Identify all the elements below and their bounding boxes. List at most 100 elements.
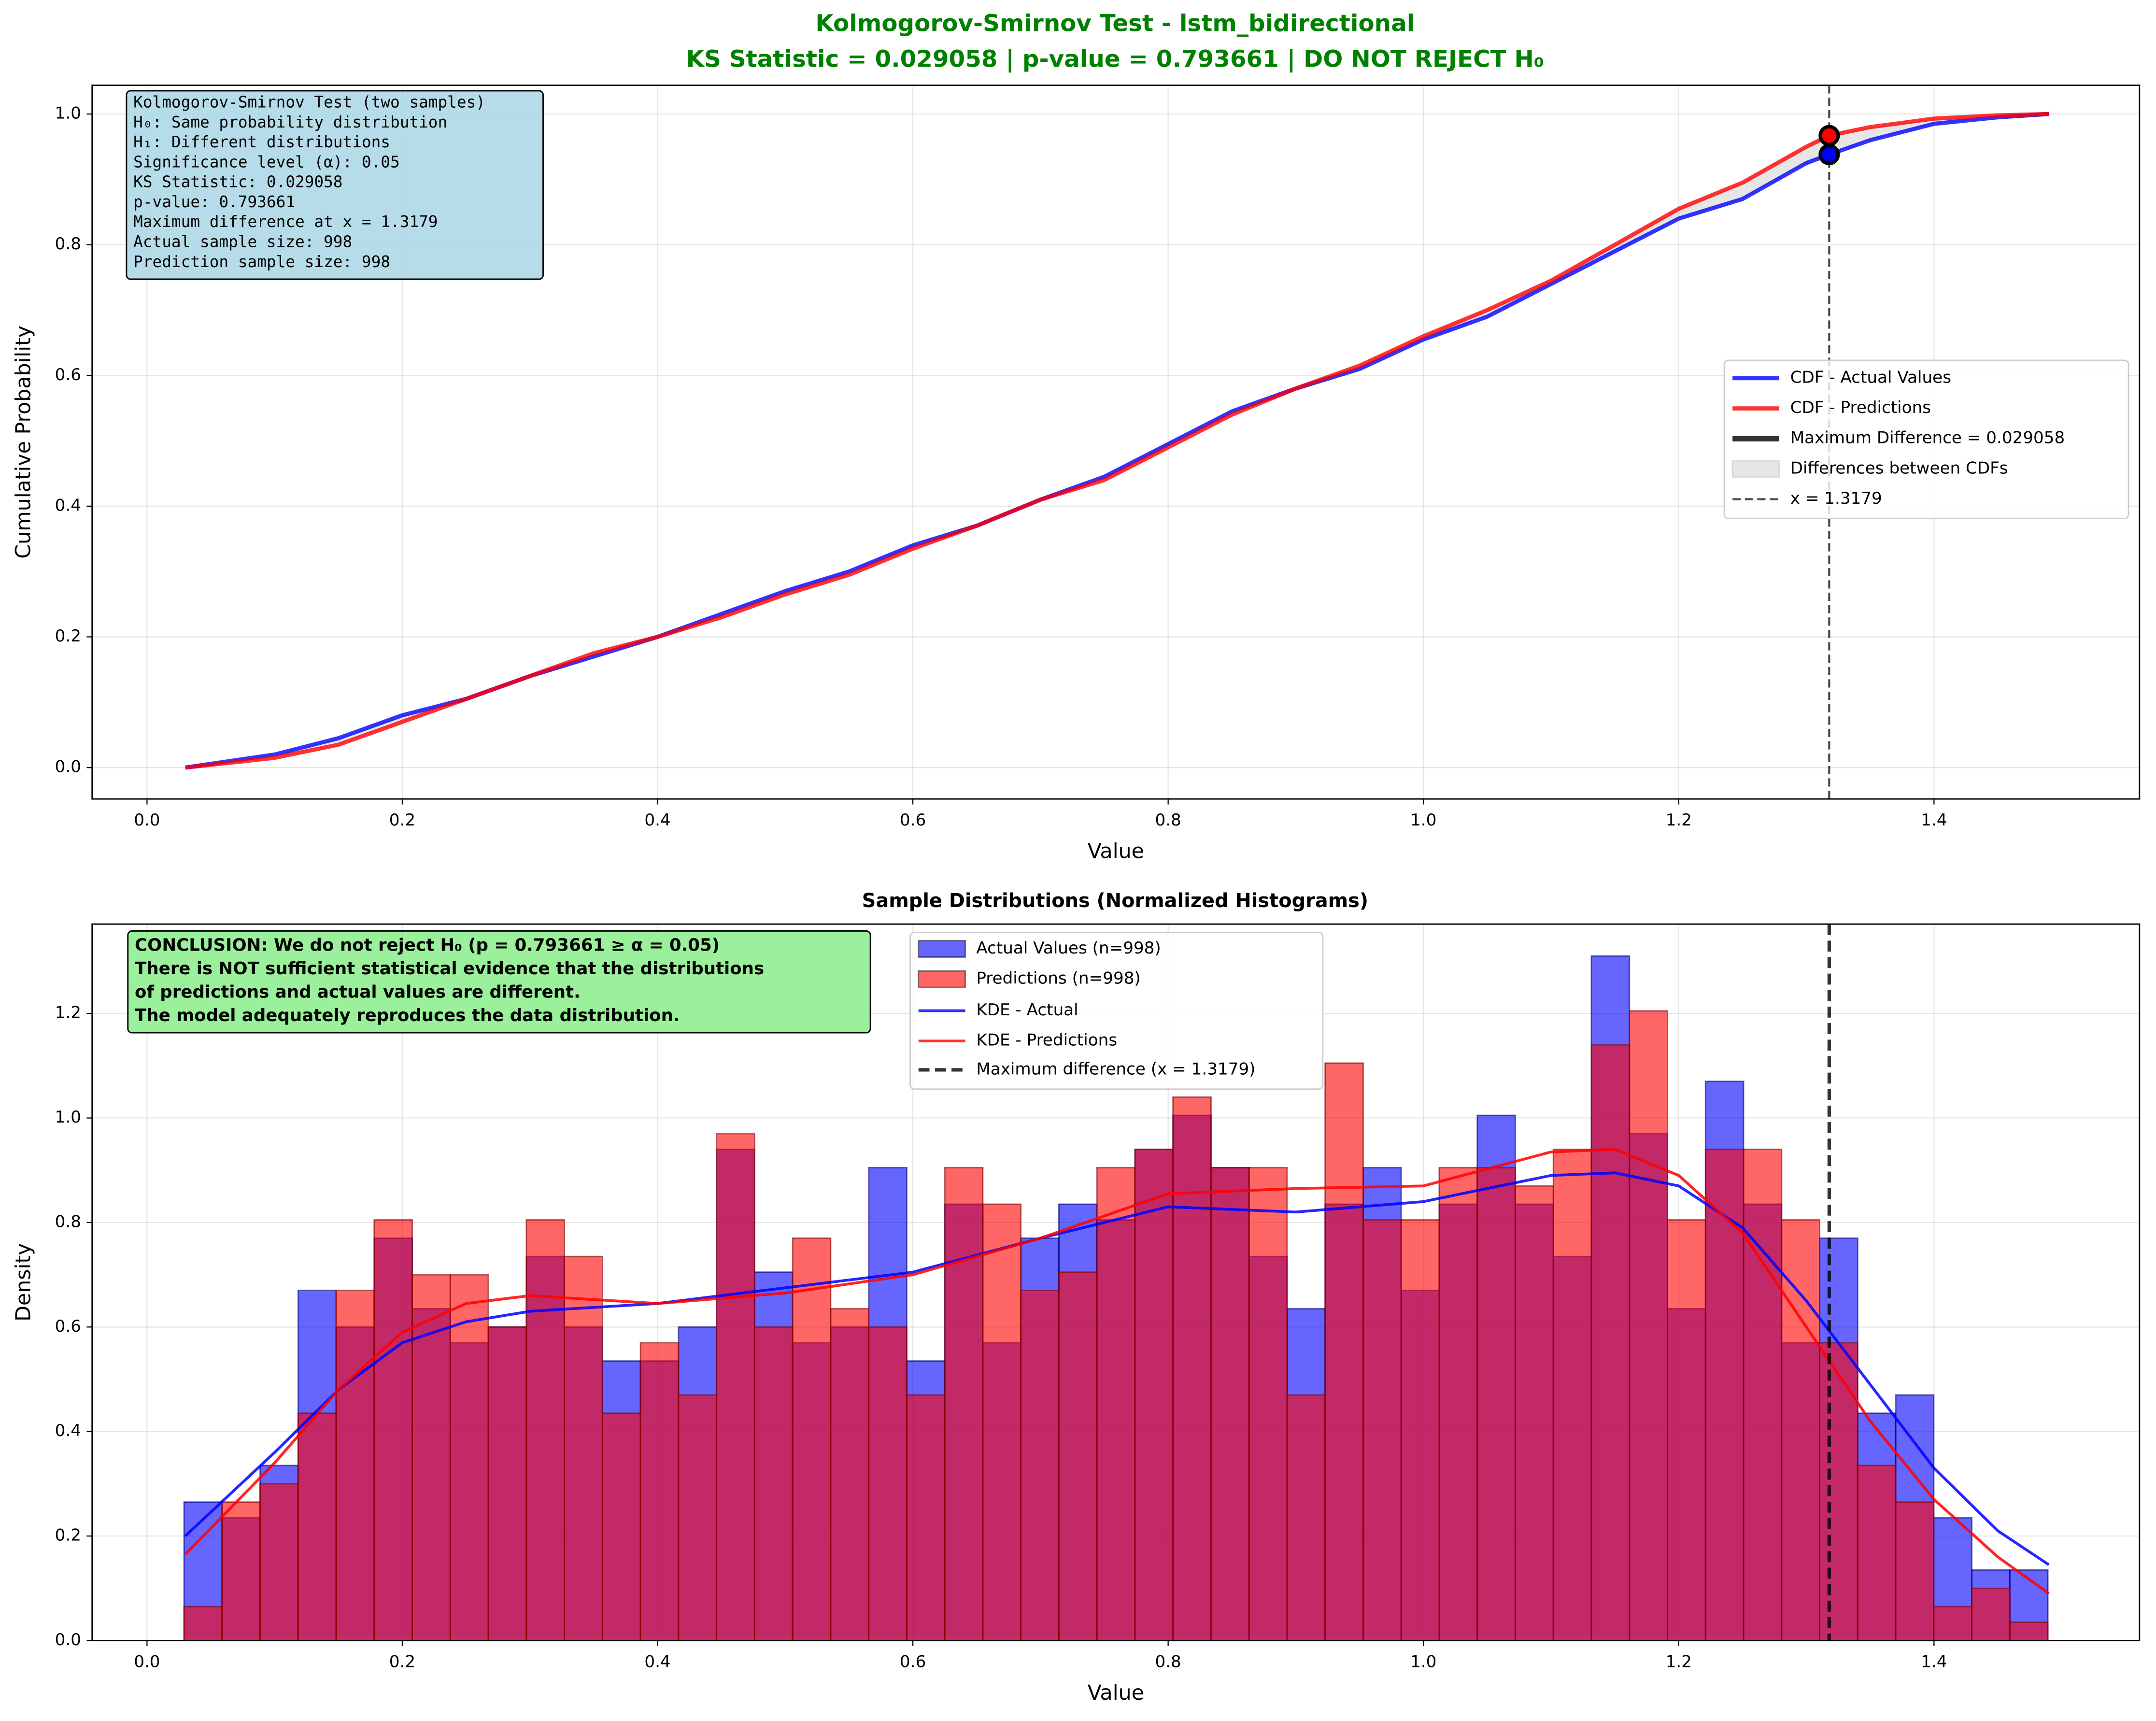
histogram-bar [1020,1290,1060,1641]
legend-label: CDF - Actual Values [1790,368,1951,387]
y-tick-label: 0.0 [55,757,81,777]
stats-line: KS Statistic: 0.029058 [133,173,342,191]
stats-line: Maximum difference at x = 1.3179 [133,213,438,231]
stats-line: Kolmogorov-Smirnov Test (two samples) [133,93,485,112]
histogram-bar [1362,1219,1402,1641]
plot-frame [91,85,2141,800]
x-tick-label: 0.8 [1155,811,1181,830]
x-tick-label: 1.0 [1410,1652,1436,1671]
histogram-bar [1286,1394,1326,1641]
histogram-bar [1743,1149,1783,1641]
histogram-bar [1819,1342,1858,1641]
x-tick-label: 1.0 [1410,811,1436,830]
histogram-bar [982,1203,1022,1641]
conclusion-line: There is NOT sufficient statistical evid… [135,959,764,979]
legend-label: Predictions (n=998) [976,969,1140,988]
histogram-bar [1781,1219,1820,1641]
histogram-bar [906,1394,946,1641]
y-tick-label: 0.4 [55,496,81,515]
x-tick-label: 1.4 [1921,811,1947,830]
legend-swatch [918,970,966,988]
chart-title: Sample Distributions (Normalized Histogr… [862,890,1368,912]
histogram-bar [1667,1219,1706,1641]
histogram-bar [1857,1465,1897,1641]
stats-line: Actual sample size: 998 [133,233,352,251]
histogram-bar [525,1219,566,1641]
y-tick-label: 1.2 [55,1003,81,1023]
y-tick-label: 0.8 [55,1212,81,1231]
kde-line [184,1148,2050,1595]
histogram-bar [1096,1166,1136,1641]
legend-label: Maximum Difference = 0.029058 [1790,428,2065,448]
legend-label: Actual Values (n=998) [976,939,1161,958]
x-tick-label: 0.0 [134,811,160,830]
histogram-bar [373,1219,413,1641]
histogram-bar [1971,1587,2011,1641]
x-axis-label: Value [1088,839,1144,864]
y-axis-label: Density [12,1243,36,1322]
histogram-bar [449,1274,489,1641]
histogram-bar [183,1606,223,1641]
histogram-bar [1172,1096,1212,1641]
x-tick-label: 0.6 [900,811,926,830]
y-axis-label: Cumulative Probability [12,326,36,559]
y-tick-label: 0.2 [55,1526,81,1545]
x-tick-label: 0.8 [1155,1652,1181,1671]
histogram-bar [1058,1271,1098,1641]
histogram-bar [716,1133,755,1641]
x-tick-label: 0.2 [389,811,415,830]
legend-label: CDF - Predictions [1790,398,1931,417]
stats-line: Significance level (α): 0.05 [133,153,400,171]
histogram-bar [1134,1149,1174,1641]
histogram-bar [1552,1149,1592,1641]
histogram-bar [1476,1166,1516,1641]
max-diff-point [1818,143,1840,166]
conclusion-line: of predictions and actual values are dif… [135,982,581,1002]
histogram-bar [639,1342,680,1641]
kde-line [184,1171,2050,1566]
x-tick-label: 0.2 [389,1652,415,1671]
histogram-bar [1515,1185,1554,1641]
x-tick-label: 0.0 [134,1652,160,1671]
chart-title: Kolmogorov-Smirnov Test - lstm_bidirecti… [815,10,1415,37]
histogram-bar [830,1308,870,1641]
legend-swatch [1731,460,1780,478]
x-tick-label: 1.4 [1921,1652,1947,1671]
histogram-bar [1629,1010,1668,1641]
stats-line: H₀: Same probability distribution [133,113,447,131]
histogram-bar [1704,1149,1745,1641]
y-tick-label: 0.4 [55,1421,81,1440]
histogram-bar [2009,1621,2049,1641]
legend-swatch [918,939,966,958]
histogram-bar [297,1412,337,1641]
conclusion-line: The model adequately reproduces the data… [135,1006,680,1025]
conclusion-box [127,930,871,1034]
y-tick-label: 0.6 [55,365,81,384]
histogram-bar [1895,1501,1935,1641]
histogram-bar [678,1394,718,1641]
y-tick-label: 0.6 [55,1317,81,1336]
x-tick-label: 0.6 [900,1652,926,1671]
legend-label: Differences between CDFs [1790,458,2008,478]
histogram-bar [487,1326,527,1641]
legend-label: x = 1.3179 [1790,489,1882,508]
legend-label: KDE - Predictions [976,1031,1117,1050]
plot-frame [91,923,2141,1641]
histogram-bar [221,1501,261,1641]
y-tick-label: 0.0 [55,1630,81,1650]
legend-label: Maximum difference (x = 1.3179) [976,1059,1255,1079]
histogram-bar [1324,1062,1364,1641]
x-tick-label: 0.4 [644,811,670,830]
histogram-bar [1438,1166,1478,1641]
histogram-bar [564,1255,603,1641]
y-tick-label: 0.8 [55,234,81,254]
histogram-bar [1933,1606,1972,1641]
stats-line: H₁: Different distributions [133,133,390,151]
y-tick-label: 1.0 [55,1108,81,1127]
histogram-bar [259,1483,299,1641]
chart-subtitle: KS Statistic = 0.029058 | p-value = 0.79… [686,45,1544,72]
x-tick-label: 0.4 [644,1652,670,1671]
conclusion-line: CONCLUSION: We do not reject H₀ (p = 0.7… [135,936,720,955]
